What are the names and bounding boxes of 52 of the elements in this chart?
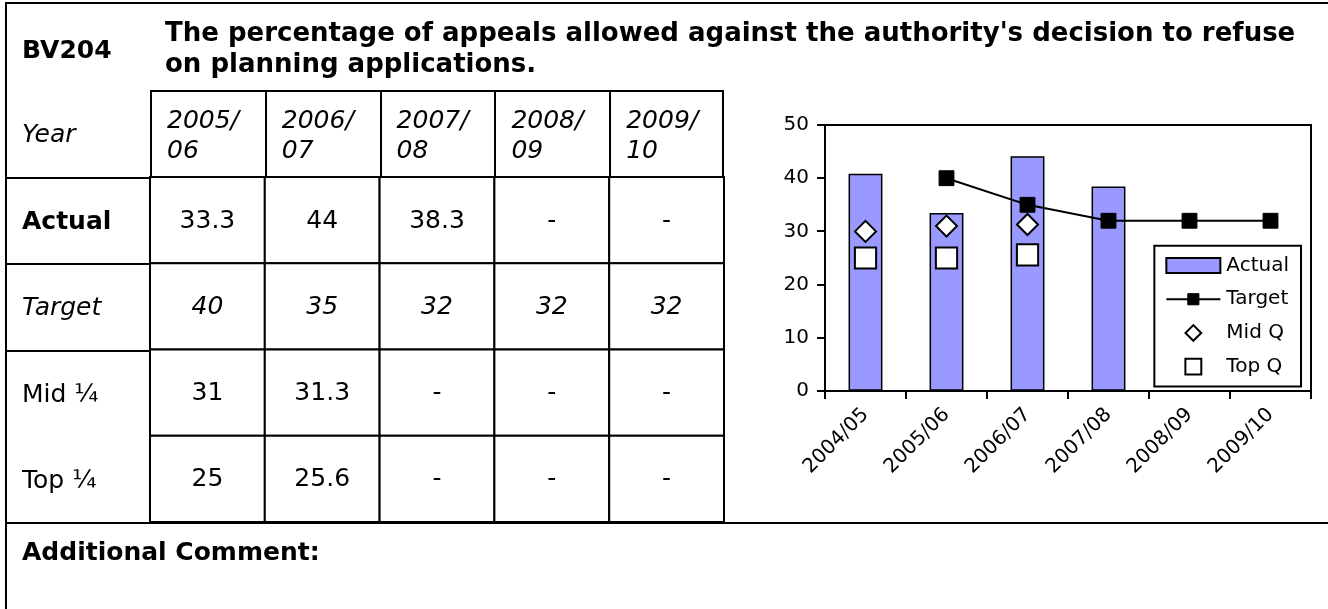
point <box>938 170 955 187</box>
data-label: 31.3 <box>294 377 351 407</box>
data-label: 32 <box>535 290 568 320</box>
point <box>853 246 878 270</box>
text: Additional Comment: <box>22 537 320 566</box>
data-label: 44 <box>306 204 339 234</box>
chart-title: BV204 <box>22 35 112 64</box>
legend-label: Actual <box>1226 251 1289 276</box>
text: - <box>547 377 557 407</box>
legend-label: Top Q <box>1225 352 1283 377</box>
x-tick-label: 2005/06 <box>167 104 242 165</box>
point <box>1181 212 1198 229</box>
text: - <box>432 377 442 407</box>
point <box>1015 243 1040 267</box>
text: - <box>432 463 442 493</box>
y-tick-label: Mid ¼ <box>22 378 99 409</box>
point <box>1019 196 1036 213</box>
point <box>1100 212 1117 229</box>
data-label: 38.3 <box>409 204 465 234</box>
point <box>934 246 959 270</box>
y-tick-label: Actual <box>22 206 112 237</box>
data-label: 31 <box>191 377 224 407</box>
text: - <box>662 463 672 493</box>
x-tick-label: 2008/09 <box>511 104 587 165</box>
y-tick-label: Target <box>22 292 102 323</box>
data-label: 32 <box>421 290 453 320</box>
x-tick-label: 2006/07 <box>281 104 357 165</box>
y-tick-label: 30 <box>783 217 809 242</box>
y-tick-label: 50 <box>783 111 809 136</box>
text: - <box>662 204 672 234</box>
legend-label: Mid Q <box>1226 319 1284 344</box>
legend-label: Target <box>1225 285 1289 310</box>
point <box>1262 212 1279 229</box>
data-label: 33.3 <box>179 204 236 234</box>
y-tick-label: 20 <box>783 270 809 295</box>
x-tick-label: 2007/08 <box>396 104 472 165</box>
x-axis-title: Year <box>22 118 76 149</box>
x-tick-label: 2009/10 <box>626 104 702 165</box>
y-tick-label: 40 <box>783 164 809 189</box>
y-tick-label: 10 <box>783 324 809 348</box>
data-label: 25 <box>191 463 224 493</box>
data-label: 35 <box>306 290 339 320</box>
data-label: 25.6 <box>294 463 351 493</box>
text: - <box>547 204 557 234</box>
chart-subtitle: The percentage of appeals allowed against the authority's decision to refuse on planning applications. <box>165 17 1296 78</box>
data-label: 40 <box>191 290 224 320</box>
y-tick-label: 0 <box>796 377 809 402</box>
data-label: 32 <box>650 290 683 320</box>
text: - <box>662 377 672 407</box>
text: - <box>547 463 557 493</box>
point <box>935 214 958 238</box>
y-tick-label: Top ¼ <box>22 464 97 495</box>
